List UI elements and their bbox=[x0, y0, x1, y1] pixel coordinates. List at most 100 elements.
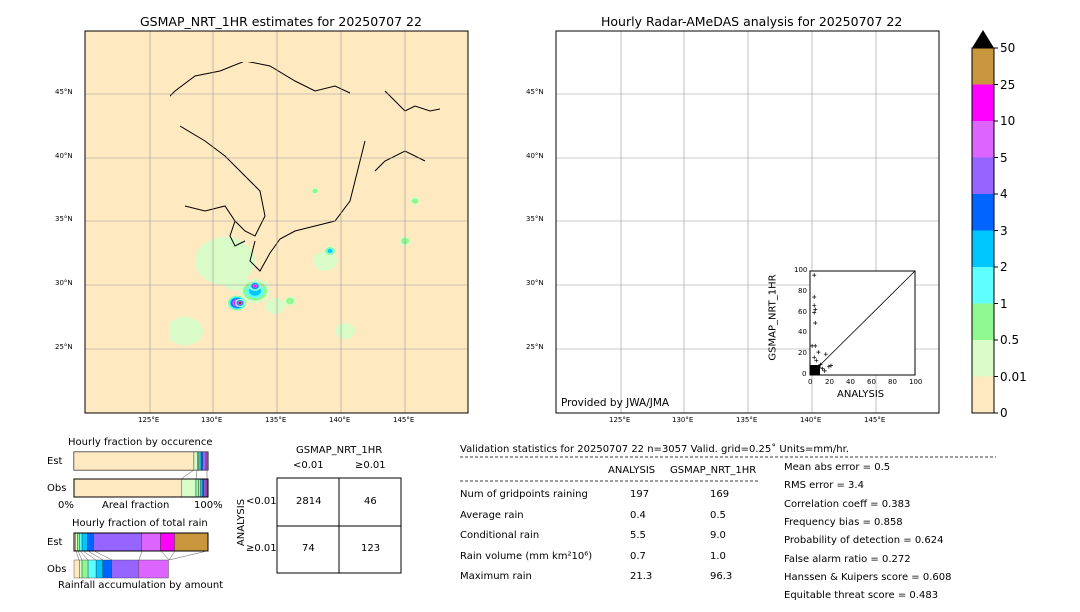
coastline bbox=[170, 62, 441, 272]
rain-title: Hourly fraction of total rain bbox=[72, 518, 208, 529]
rain-obs-segment bbox=[87, 559, 97, 579]
rain-connector bbox=[168, 550, 208, 561]
colorbar-segment-3 bbox=[972, 194, 994, 231]
colorbar-segment-5 bbox=[972, 121, 994, 158]
colorbar-label: 0.01 bbox=[1000, 369, 1027, 384]
rain-obs-segment bbox=[111, 559, 139, 579]
scatter-x-tick: 100 bbox=[909, 378, 923, 386]
occ-est-segment bbox=[198, 451, 201, 471]
stats-gsmap-value: 0.5 bbox=[710, 509, 726, 521]
rain-cell bbox=[286, 297, 294, 305]
colorbar-label: 4 bbox=[1000, 187, 1008, 201]
colorbar-label: 2 bbox=[1000, 260, 1008, 274]
occ-obs-segment bbox=[202, 478, 205, 498]
rain-obs-segment bbox=[102, 559, 112, 579]
scatter-y-tick: 40 bbox=[798, 328, 807, 337]
stats-gsmap-value: 1.0 bbox=[710, 550, 726, 562]
rain-xlabel: Rainfall accumulation by amount bbox=[58, 580, 224, 591]
table-title: GSMAP_NRT_1HR bbox=[296, 445, 383, 456]
table-col-1: ≥0.01 bbox=[355, 460, 386, 471]
rain-cell bbox=[313, 251, 337, 271]
colorbar-label: 0.5 bbox=[1000, 333, 1020, 347]
occ-est-segment bbox=[197, 451, 199, 471]
scatter-point bbox=[818, 362, 823, 367]
colorbar-segment-4 bbox=[972, 157, 994, 194]
stats-score: Correlation coeff = 0.383 bbox=[784, 498, 911, 510]
stats-row-label: Num of gridpoints raining bbox=[460, 489, 588, 500]
occ-est-segment bbox=[199, 451, 202, 471]
occ-est-label: Est bbox=[47, 456, 63, 467]
colorbar-label: 5 bbox=[1000, 150, 1008, 165]
scatter-point bbox=[812, 303, 817, 308]
stats-analysis-value: 0.4 bbox=[630, 509, 646, 521]
occ-obs-frame bbox=[73, 478, 209, 498]
lon-tick: 140°E bbox=[329, 416, 351, 424]
lon-tick: 145°E bbox=[864, 416, 886, 424]
scatter-x-tick: 80 bbox=[888, 378, 897, 386]
occ-connector bbox=[195, 469, 198, 480]
lon-tick: 140°E bbox=[800, 416, 822, 424]
colorbar-label: 0 bbox=[1000, 406, 1008, 420]
rain-cell bbox=[170, 316, 203, 346]
scatter-y-tick: 20 bbox=[798, 349, 807, 358]
rain-connector bbox=[82, 550, 97, 561]
scatter-point bbox=[826, 364, 831, 369]
stats-gsmap-value: 96.3 bbox=[710, 571, 733, 582]
rain-est-segment bbox=[79, 532, 83, 552]
cell-1-1: 123 bbox=[361, 543, 381, 554]
rain-est-segment bbox=[77, 532, 80, 552]
scatter-x-tick: 40 bbox=[846, 378, 855, 386]
stats-score: Hanssen & Kuipers score = 0.608 bbox=[784, 571, 952, 583]
colorbar-segment-0.01 bbox=[972, 340, 994, 377]
lat-tick: 45°N bbox=[55, 88, 73, 96]
colorbar-segment-10 bbox=[972, 84, 994, 121]
table-row-0: <0.01 bbox=[246, 496, 277, 507]
stats-score: Probability of detection = 0.624 bbox=[784, 535, 944, 547]
lon-tick: 145°E bbox=[393, 416, 415, 424]
rain-obs-segment bbox=[138, 559, 169, 579]
stats-col-gsmap: GSMAP_NRT_1HR bbox=[670, 465, 757, 476]
scatter-point bbox=[812, 355, 817, 360]
rain-est-segment bbox=[160, 532, 175, 552]
rain-connector bbox=[87, 550, 104, 561]
stats-score: Mean abs error = 0.5 bbox=[784, 462, 891, 473]
lat-tick: 30°N bbox=[55, 279, 73, 287]
colorbar-label: 1 bbox=[1000, 296, 1008, 311]
stats-gsmap-value: 169 bbox=[710, 489, 730, 500]
lat-tick: 35°N bbox=[55, 215, 73, 223]
rain-connector bbox=[75, 550, 80, 561]
occ-obs-segment bbox=[73, 478, 182, 498]
scatter-point bbox=[822, 368, 827, 373]
scatter-point bbox=[812, 273, 817, 278]
rain-connector bbox=[77, 550, 83, 561]
colorbar-label: 25 bbox=[1000, 77, 1016, 92]
occ-obs-segment bbox=[198, 478, 201, 498]
lat-tick: 40°N bbox=[55, 152, 73, 160]
scatter-point bbox=[829, 363, 833, 368]
stats-analysis-value: 197 bbox=[630, 489, 650, 500]
rain-obs-segment bbox=[79, 559, 83, 579]
occ-obs-segment bbox=[180, 478, 197, 498]
lat-tick: 35°N bbox=[526, 215, 544, 223]
occ-obs-segment bbox=[203, 478, 206, 498]
lat-tick: 30°N bbox=[526, 279, 544, 287]
colorbar-label: 10 bbox=[1000, 114, 1016, 128]
table-row-1: ≥0.01 bbox=[246, 543, 277, 554]
rain-cell bbox=[239, 302, 241, 304]
colorbar-extend-arrow bbox=[972, 30, 994, 48]
occ-est-segment bbox=[202, 451, 206, 471]
cell-0-0: 2814 bbox=[296, 496, 322, 507]
colorbar-label: 3 bbox=[1000, 223, 1008, 238]
rain-cell bbox=[327, 249, 333, 253]
scatter-point bbox=[813, 307, 818, 312]
occ-tick-0: 0% bbox=[58, 500, 74, 511]
left-map-title: GSMAP_NRT_1HR estimates for 20250707 22 bbox=[140, 14, 422, 29]
provider-note: Provided by JWA/JMA bbox=[561, 397, 670, 409]
scatter-y-tick: 100 bbox=[794, 266, 808, 274]
lon-tick: 130°E bbox=[672, 416, 694, 424]
occ-xlabel: Areal fraction bbox=[102, 500, 170, 511]
scatter-xlabel: ANALYSIS bbox=[837, 389, 885, 400]
scatter-x-tick: 20 bbox=[825, 378, 834, 386]
lat-tick: 25°N bbox=[55, 343, 73, 351]
